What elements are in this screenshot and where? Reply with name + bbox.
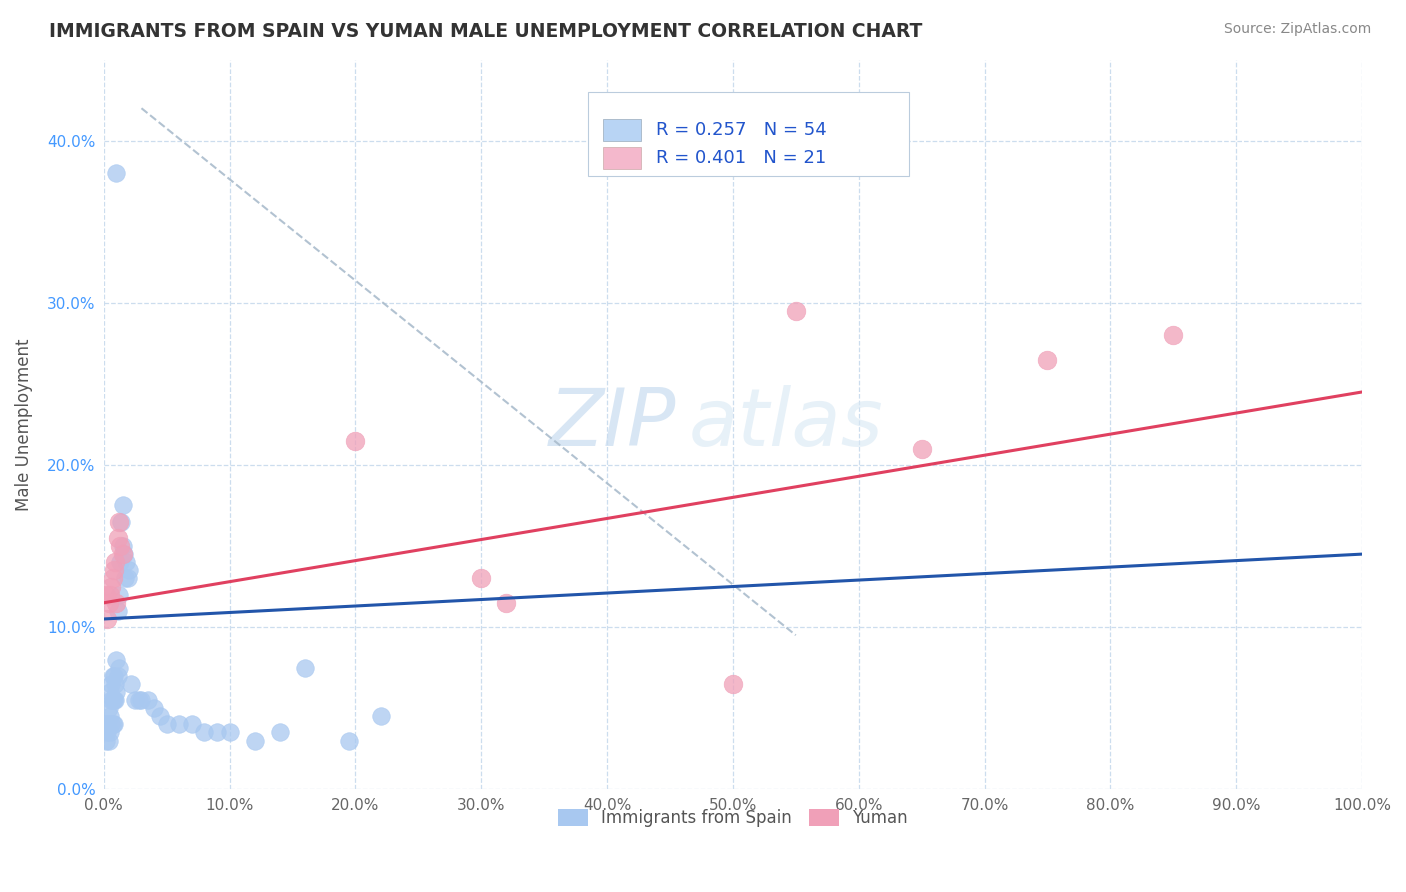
Point: [96, 588, 118, 602]
Y-axis label: Male Unemployment: Male Unemployment: [15, 338, 32, 510]
Point: [143, 701, 166, 715]
Point: [205, 725, 228, 739]
Point: [111, 547, 134, 561]
Text: R = 0.257   N = 54: R = 0.257 N = 54: [657, 121, 827, 139]
Text: IMMIGRANTS FROM SPAIN VS YUMAN MALE UNEMPLOYMENT CORRELATION CHART: IMMIGRANTS FROM SPAIN VS YUMAN MALE UNEM…: [49, 22, 922, 41]
Point: [101, 693, 124, 707]
Point: [101, 669, 124, 683]
Point: [124, 693, 146, 707]
Point: [344, 434, 367, 448]
Point: [98, 685, 121, 699]
Point: [495, 596, 517, 610]
Point: [108, 588, 131, 602]
Point: [103, 717, 125, 731]
Point: [269, 725, 291, 739]
Point: [370, 709, 392, 723]
Point: [128, 693, 150, 707]
Point: [105, 166, 128, 180]
Point: [243, 733, 266, 747]
Point: [107, 604, 129, 618]
Point: [337, 733, 360, 747]
FancyBboxPatch shape: [588, 93, 910, 177]
Point: [96, 612, 118, 626]
Point: [105, 596, 128, 610]
Point: [721, 677, 744, 691]
Point: [103, 693, 125, 707]
Point: [105, 652, 128, 666]
Point: [156, 717, 179, 731]
Point: [96, 733, 118, 747]
Point: [114, 571, 136, 585]
Point: [108, 515, 131, 529]
Point: [910, 442, 932, 456]
Point: [112, 547, 135, 561]
Point: [101, 717, 124, 731]
Point: [470, 571, 492, 585]
Point: [97, 733, 120, 747]
Point: [294, 660, 316, 674]
Point: [110, 515, 132, 529]
Point: [111, 499, 134, 513]
Point: [149, 709, 172, 723]
Text: Source: ZipAtlas.com: Source: ZipAtlas.com: [1223, 22, 1371, 37]
Point: [111, 539, 134, 553]
Point: [108, 539, 131, 553]
Point: [104, 555, 127, 569]
Point: [180, 717, 202, 731]
Point: [103, 563, 125, 577]
Point: [100, 580, 122, 594]
Point: [785, 304, 807, 318]
Point: [104, 677, 127, 691]
Point: [105, 685, 128, 699]
Point: [117, 571, 139, 585]
Point: [100, 717, 122, 731]
Point: [94, 717, 117, 731]
Point: [167, 717, 190, 731]
Point: [118, 563, 141, 577]
FancyBboxPatch shape: [603, 120, 641, 141]
Point: [97, 596, 120, 610]
Text: R = 0.401   N = 21: R = 0.401 N = 21: [657, 149, 827, 167]
Point: [108, 660, 131, 674]
Point: [96, 725, 118, 739]
Point: [98, 709, 121, 723]
Point: [107, 531, 129, 545]
Point: [218, 725, 240, 739]
Text: atlas: atlas: [689, 385, 883, 464]
Point: [104, 693, 127, 707]
Point: [108, 555, 131, 569]
Point: [115, 555, 138, 569]
Point: [97, 701, 120, 715]
Point: [1036, 352, 1059, 367]
Point: [1161, 328, 1184, 343]
Point: [98, 588, 121, 602]
Point: [103, 669, 125, 683]
Text: ZIP: ZIP: [548, 385, 676, 464]
Point: [131, 693, 153, 707]
Legend: Immigrants from Spain, Yuman: Immigrants from Spain, Yuman: [550, 801, 917, 836]
Point: [136, 693, 159, 707]
Point: [101, 571, 124, 585]
Point: [96, 717, 118, 731]
Point: [100, 693, 122, 707]
Point: [120, 677, 142, 691]
FancyBboxPatch shape: [603, 147, 641, 169]
Point: [193, 725, 215, 739]
Point: [107, 669, 129, 683]
Point: [98, 725, 121, 739]
Point: [100, 677, 122, 691]
